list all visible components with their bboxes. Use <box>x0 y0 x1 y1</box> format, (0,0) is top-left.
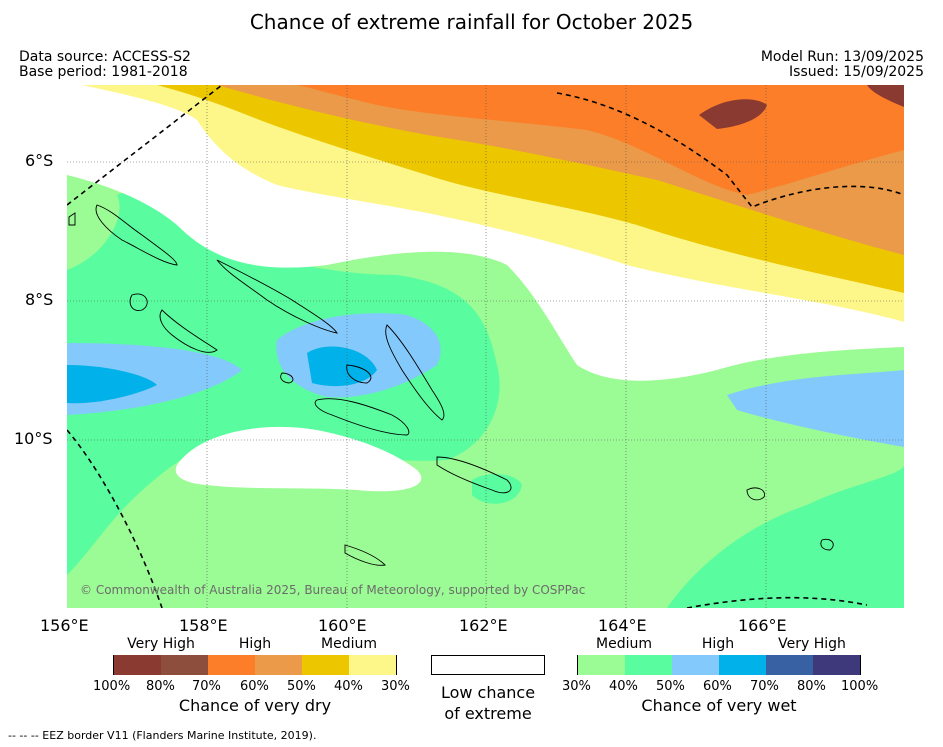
issued-text: Issued: 15/09/2025 <box>789 64 924 80</box>
dry-tick-100: 100% <box>93 679 131 694</box>
wet-swatch-30 <box>578 655 625 675</box>
dry-tick-80: 80% <box>146 679 175 694</box>
lon-label-156e: 156°E <box>40 616 89 635</box>
wet-group-very-high: Very High <box>778 636 846 652</box>
wet60-region <box>307 346 377 387</box>
wet-swatch-50 <box>672 655 719 675</box>
lon-label-166e: 166°E <box>738 616 787 635</box>
wet-swatch-60 <box>719 655 766 675</box>
eez-border <box>67 85 904 608</box>
dry-swatch-100 <box>114 655 161 675</box>
dry-group-medium: Medium <box>321 636 377 652</box>
lon-label-160e: 160°E <box>318 616 367 635</box>
wet-tick-50: 50% <box>656 679 685 694</box>
lon-label-162e: 162°E <box>459 616 508 635</box>
wet-swatch-40 <box>625 655 672 675</box>
dry-tick-60: 60% <box>240 679 269 694</box>
dry-swatch-50 <box>302 655 349 675</box>
dry-swatch-40 <box>349 655 396 675</box>
lon-label-164e: 164°E <box>598 616 647 635</box>
dry-tick-50: 50% <box>287 679 316 694</box>
dry-swatch-70 <box>208 655 255 675</box>
wet40-region <box>67 192 500 575</box>
low-chance-caption-1: Low chance <box>440 683 536 702</box>
dry-swatch-80 <box>161 655 208 675</box>
wet-group-high: High <box>701 636 735 652</box>
graticule <box>67 85 904 608</box>
dry-tick-30: 30% <box>381 679 410 694</box>
dry100-patch-corner <box>867 85 904 107</box>
wet-tick-80: 80% <box>797 679 826 694</box>
dry-group-very-high: Very High <box>127 636 195 652</box>
data-source-text: Data source: ACCESS-S2 <box>19 49 191 65</box>
wet40-region-small <box>472 473 522 504</box>
lat-label-10s: 10°S <box>14 429 53 448</box>
wet50-region-east <box>727 370 904 447</box>
eez-footnote: -- -- -- EEZ border V11 (Flanders Marine… <box>8 729 317 742</box>
wet-swatch-80 <box>813 655 860 675</box>
dry-group-high: High <box>238 636 272 652</box>
lat-label-6s: 6°S <box>25 151 54 170</box>
dry-swatch-60 <box>255 655 302 675</box>
base-period-text: Base period: 1981-2018 <box>19 64 188 80</box>
low-chance-swatch <box>431 655 545 675</box>
lat-label-8s: 8°S <box>25 290 54 309</box>
wet-caption: Chance of very wet <box>641 696 797 715</box>
lon-label-158e: 158°E <box>179 616 228 635</box>
dry100-patch <box>699 99 767 129</box>
dry-colorbar <box>113 655 397 675</box>
wet-tick-60: 60% <box>703 679 732 694</box>
wet40-region-east <box>667 465 904 608</box>
coastlines <box>68 204 834 566</box>
wet-swatch-70 <box>766 655 813 675</box>
model-run-text: Model Run: 13/09/2025 <box>760 49 924 65</box>
dry-caption: Chance of very dry <box>178 696 332 715</box>
wet60-region-west <box>67 365 157 404</box>
wet-colorbar <box>577 655 861 675</box>
wet-tick-40: 40% <box>609 679 638 694</box>
wet-group-medium: Medium <box>596 636 652 652</box>
low-chance-caption-2: of extreme <box>444 704 532 723</box>
wet-tick-70: 70% <box>750 679 779 694</box>
map-title: Chance of extreme rainfall for October 2… <box>249 10 694 34</box>
rainfall-map: © Commonwealth of Australia 2025, Bureau… <box>67 85 904 608</box>
wet-tick-100: 100% <box>841 679 879 694</box>
dry-tick-40: 40% <box>334 679 363 694</box>
copyright-text: © Commonwealth of Australia 2025, Bureau… <box>80 583 585 597</box>
wet-tick-30: 30% <box>562 679 591 694</box>
low-chance-region-south <box>175 426 422 492</box>
dry-tick-70: 70% <box>192 679 221 694</box>
